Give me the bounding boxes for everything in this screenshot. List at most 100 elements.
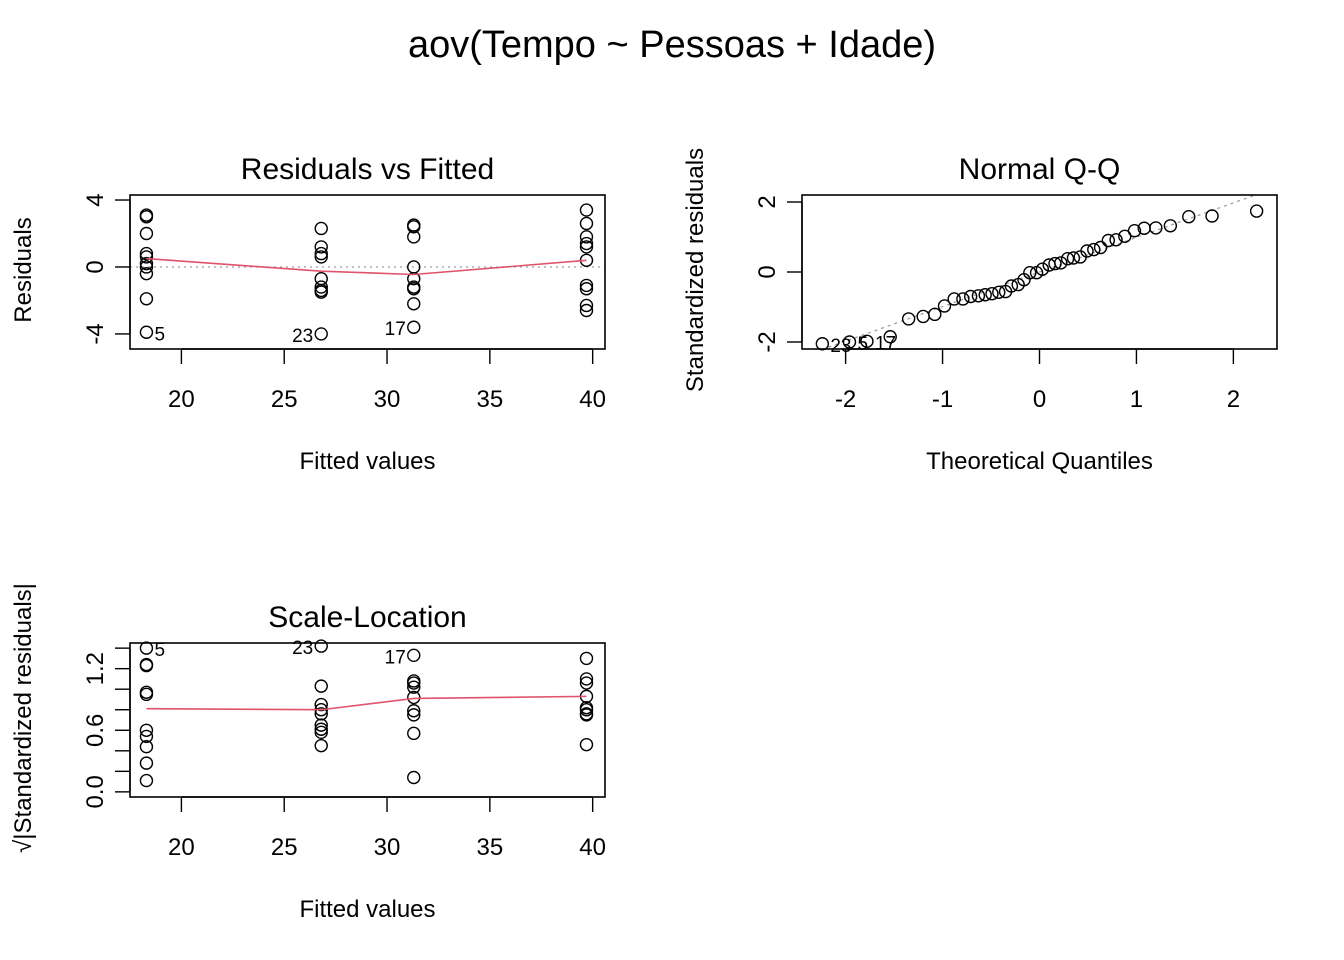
x-axis: 20 25 30 35 40: [168, 348, 606, 413]
y-axis-title: Residuals: [10, 217, 37, 322]
data-point: [139, 250, 154, 264]
y-tick-label: 0: [82, 260, 109, 273]
data-point: [139, 210, 154, 224]
x-tick-label: 2: [1227, 386, 1240, 413]
data-point: [407, 271, 421, 286]
point-id-label: 5: [154, 324, 165, 345]
data-point: [139, 246, 154, 261]
data-point: [1127, 223, 1142, 238]
data-point: [1118, 229, 1132, 244]
point-id-label: 23: [830, 336, 851, 357]
data-point: [1101, 233, 1116, 248]
data-point: [1048, 256, 1062, 271]
data-point: [928, 307, 942, 322]
data-point: [842, 335, 857, 349]
point-id-label: 17: [875, 333, 896, 354]
data-point: [139, 325, 154, 339]
y-tick-label: 0: [754, 265, 781, 278]
data-point: [937, 299, 952, 313]
data-point: [883, 330, 897, 344]
point-id-label: 23: [292, 326, 313, 347]
data-point: [978, 288, 992, 302]
data-point: [1060, 252, 1075, 266]
data-point: [314, 327, 328, 341]
data-point: [314, 697, 328, 712]
x-tick-label: 35: [476, 834, 503, 861]
qq-reference-line: [821, 195, 1258, 349]
x-tick-label: 40: [579, 834, 606, 861]
data-point: [1093, 240, 1108, 255]
data-point: [579, 672, 594, 686]
point-id-label: 5: [858, 334, 869, 355]
data-point: [407, 704, 421, 718]
data-point: [407, 726, 421, 741]
y-axis-title: √|Standardized residuals|: [10, 583, 37, 853]
x-axis-title: Theoretical Quantiles: [926, 448, 1153, 475]
data-point: [1109, 233, 1123, 247]
data-point: [407, 230, 421, 244]
data-point: [407, 648, 421, 663]
x-axis: 20 25 30 35 40: [168, 796, 606, 861]
data-point: [314, 285, 328, 299]
y-tick-label: 2: [754, 195, 781, 208]
data-point: [314, 639, 328, 653]
x-tick-label: 40: [579, 386, 606, 413]
y-tick-label: -4: [82, 323, 109, 344]
x-tick-label: 25: [271, 834, 298, 861]
data-point: [1205, 209, 1219, 223]
y-tick-label: 4: [82, 193, 109, 206]
data-point: [916, 309, 930, 324]
data-point: [314, 718, 328, 732]
y-axis-title: Standardized residuals: [682, 148, 709, 392]
x-tick-label: 20: [168, 834, 195, 861]
x-tick-label: -1: [932, 386, 953, 413]
x-tick-label: 30: [374, 834, 401, 861]
data-point: [901, 312, 916, 326]
data-point: [579, 203, 594, 217]
x-axis-title: Fitted values: [299, 896, 435, 923]
data-point: [314, 240, 328, 254]
point-id-label: 17: [385, 647, 406, 668]
data-point: [579, 298, 594, 313]
data-point: [407, 282, 421, 296]
data-point: [407, 770, 421, 785]
data-point: [1023, 266, 1037, 280]
data-point: [1163, 219, 1178, 233]
data-point: [1149, 221, 1163, 235]
data-point: [971, 289, 986, 303]
data-point: [1066, 251, 1081, 265]
data-point: [407, 680, 421, 694]
plot-frame: [129, 642, 606, 798]
data-point: [1054, 256, 1068, 270]
panel-1: Residuals vs Fitted 20 25 30 35 40 -4 0 4 Fitted …: [10, 153, 606, 475]
data-point: [139, 729, 154, 744]
data-point: [139, 723, 154, 737]
data-point: [407, 676, 421, 690]
panel-2: Normal Q-Q -2 -1 0 1 2 -2 0 2 Theoretical Quantil…: [682, 148, 1278, 475]
data-point: [579, 230, 594, 244]
data-point: [139, 739, 154, 754]
data-point: [314, 722, 328, 736]
y-tick-label: 0.6: [82, 714, 109, 747]
x-tick-label: 25: [271, 386, 298, 413]
data-point: [1035, 262, 1050, 276]
data-point: [139, 226, 154, 241]
data-point: [1249, 204, 1264, 218]
data-point: [1080, 244, 1094, 258]
plot-frame: [129, 194, 606, 350]
data-point: [139, 641, 154, 655]
y-axis: -4 0 4: [82, 193, 131, 345]
y-axis: 0.0 0.6 1.2: [82, 647, 131, 809]
data-point: [579, 240, 594, 254]
data-point: [139, 687, 154, 702]
data-point: [407, 708, 421, 722]
data-point: [407, 690, 421, 705]
x-tick-label: -2: [835, 386, 856, 413]
data-point: [139, 773, 154, 788]
y-tick-label: 1.2: [82, 652, 109, 685]
data-point: [1182, 209, 1196, 224]
data-point: [139, 658, 154, 673]
point-id-label: 17: [385, 319, 406, 340]
